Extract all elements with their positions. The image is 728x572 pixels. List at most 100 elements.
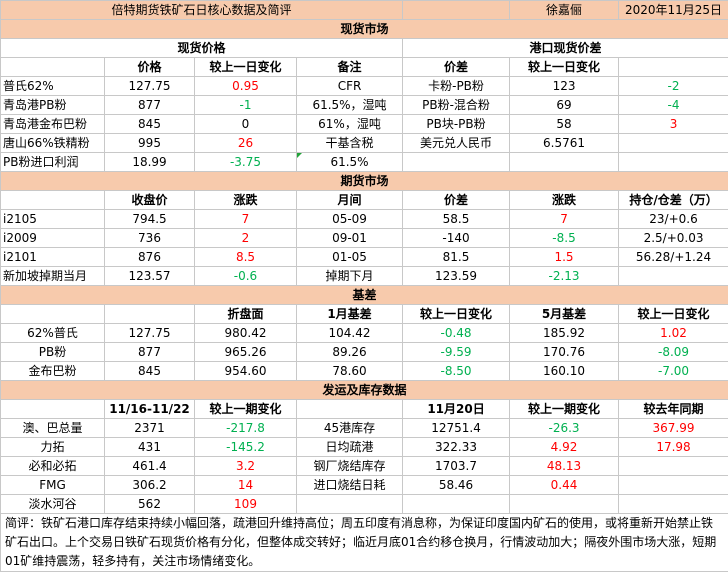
inventory-change-cell: 48.13 — [510, 457, 619, 476]
spread-change-cell: 1.5 — [510, 248, 619, 267]
close-cell: 794.5 — [105, 210, 195, 229]
month-spread-name: 掉期下月 — [297, 267, 403, 286]
period-header: 11/16-11/22 — [105, 400, 195, 419]
contract-name: 新加坡掉期当月 — [1, 267, 105, 286]
column-header: 较去年同期 — [619, 400, 728, 419]
column-header: 较上一期变化 — [195, 400, 297, 419]
price-cell: 877 — [105, 343, 195, 362]
note-cell: 干基含税 — [297, 134, 403, 153]
column-header: 涨跌 — [510, 191, 619, 210]
inventory-name — [297, 495, 403, 514]
spread-cell: 69 — [510, 96, 619, 115]
blank-cell — [1, 400, 105, 419]
inventory-cell: 322.33 — [403, 438, 510, 457]
spread-change-cell — [619, 153, 728, 172]
yoy-cell — [619, 495, 728, 514]
yoy-cell: 17.98 — [619, 438, 728, 457]
basis-jan-cell: 78.60 — [297, 362, 403, 381]
change-cell: -145.2 — [195, 438, 297, 457]
item-name: FMG — [1, 476, 105, 495]
inventory-cell: 1703.7 — [403, 457, 510, 476]
change-cell: 7 — [195, 210, 297, 229]
open-interest-cell: 2.5/+0.03 — [619, 229, 728, 248]
item-name: 力拓 — [1, 438, 105, 457]
item-name: 淡水河谷 — [1, 495, 105, 514]
basis-jan-cell: 104.42 — [297, 324, 403, 343]
section-title-shipping: 发运及库存数据 — [1, 381, 728, 400]
item-name: 青岛港金布巴粉 — [1, 115, 105, 134]
price-cell: 845 — [105, 115, 195, 134]
column-header: 月间 — [297, 191, 403, 210]
item-name: 普氏62% — [1, 77, 105, 96]
close-cell: 876 — [105, 248, 195, 267]
report-author: 徐嘉俪 — [510, 1, 619, 20]
blank-cell — [297, 400, 403, 419]
contract-name: i2101 — [1, 248, 105, 267]
item-name: 青岛港PB粉 — [1, 96, 105, 115]
change-cell: 26 — [195, 134, 297, 153]
report-date: 2020年11月25日 — [619, 1, 728, 20]
price-cell: 18.99 — [105, 153, 195, 172]
change-cell: -217.8 — [195, 419, 297, 438]
change-cell: 3.2 — [195, 457, 297, 476]
value-cell: 562 — [105, 495, 195, 514]
column-header: 较上一期变化 — [510, 400, 619, 419]
price-cell: 127.75 — [105, 324, 195, 343]
column-header-row: 收盘价涨跌月间价差涨跌持仓/仓差（万） — [1, 191, 728, 210]
commentary-text: 简评：铁矿石港口库存结束持续小幅回落，疏港回升维持高位；周五印度有消息称，为保证… — [1, 514, 728, 572]
month-spread-name: 01-05 — [297, 248, 403, 267]
column-header: 涨跌 — [195, 191, 297, 210]
column-header: 价差 — [403, 191, 510, 210]
inventory-name: 45港库存 — [297, 419, 403, 438]
basis-may-change-cell: 1.02 — [619, 324, 728, 343]
basis-jan-change-cell: -0.48 — [403, 324, 510, 343]
contract-name: i2009 — [1, 229, 105, 248]
yoy-cell — [619, 476, 728, 495]
inventory-change-cell: 4.92 — [510, 438, 619, 457]
inventory-name: 进口烧结日耗 — [297, 476, 403, 495]
date-header: 11月20日 — [403, 400, 510, 419]
spread-cell: 58.5 — [403, 210, 510, 229]
change-cell: 0 — [195, 115, 297, 134]
open-interest-cell: 23/+0.6 — [619, 210, 728, 229]
change-cell: -1 — [195, 96, 297, 115]
spread-change-cell: -2 — [619, 77, 728, 96]
note-cell: 61%，湿吨 — [297, 115, 403, 134]
inventory-name: 日均疏港 — [297, 438, 403, 457]
spread-cell: 81.5 — [403, 248, 510, 267]
item-name: 澳、巴总量 — [1, 419, 105, 438]
basis-may-change-cell: -8.09 — [619, 343, 728, 362]
spread-change-cell: -8.5 — [510, 229, 619, 248]
section-row: 现货市场 — [1, 20, 728, 39]
column-header: 较上一日变化 — [619, 305, 728, 324]
open-interest-cell: 56.28/+1.24 — [619, 248, 728, 267]
section-row: 基差 — [1, 286, 728, 305]
section-title-basis: 基差 — [1, 286, 728, 305]
item-name: PB粉进口利润 — [1, 153, 105, 172]
column-header: 较上一日变化 — [403, 305, 510, 324]
inventory-cell: 58.46 — [403, 476, 510, 495]
item-name: 62%普氏 — [1, 324, 105, 343]
section-title-futures: 期货市场 — [1, 172, 728, 191]
equivalent-cell: 954.60 — [195, 362, 297, 381]
spread-name-cell — [403, 153, 510, 172]
spread-cell: 58 — [510, 115, 619, 134]
change-cell: -3.75 — [195, 153, 297, 172]
basis-may-change-cell: -7.00 — [619, 362, 728, 381]
inventory-change-cell: -26.3 — [510, 419, 619, 438]
spread-change-cell: 3 — [619, 115, 728, 134]
spread-cell: -140 — [403, 229, 510, 248]
spread-cell: 6.5761 — [510, 134, 619, 153]
note-cell: CFR — [297, 77, 403, 96]
